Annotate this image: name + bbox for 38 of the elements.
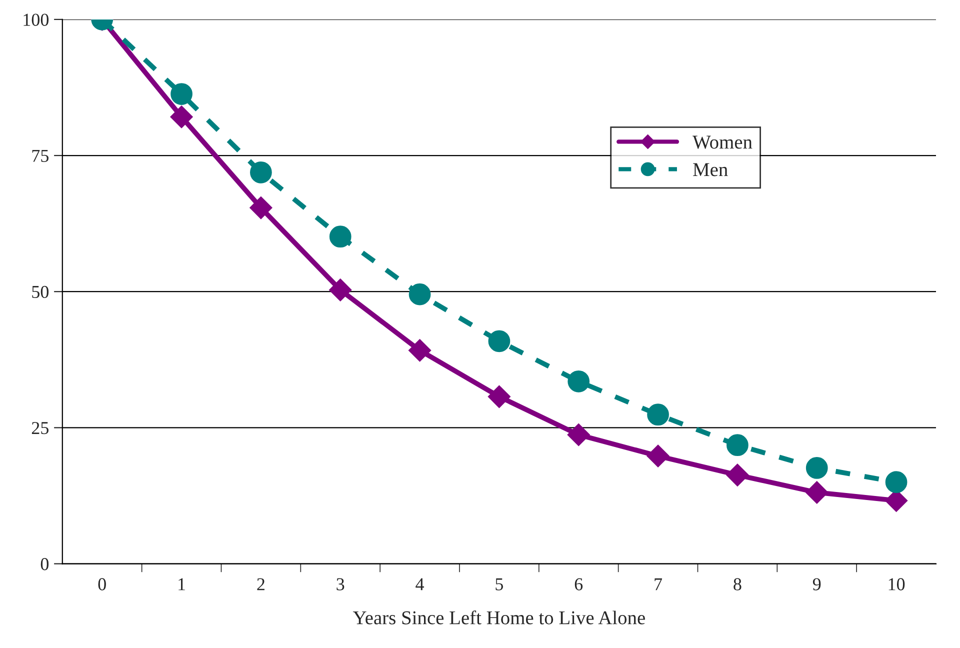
x-axis-title: Years Since Left Home to Live Alone <box>352 610 645 624</box>
x-tick-label: 3 <box>336 578 344 590</box>
point <box>647 404 669 426</box>
point <box>408 283 431 306</box>
x-tick-label: 1 <box>178 578 185 590</box>
y-tick-label: 25 <box>32 422 48 434</box>
point <box>806 481 828 504</box>
point <box>488 385 511 408</box>
y-tick-label: 0 <box>40 558 49 570</box>
point <box>170 106 193 128</box>
point <box>726 464 749 486</box>
x-tick-label: 9 <box>812 578 821 590</box>
point <box>726 434 748 456</box>
point <box>250 196 272 220</box>
x-tick-label: 4 <box>416 578 424 590</box>
legend-label: Men <box>693 163 728 176</box>
point <box>488 330 510 352</box>
y-tick-label: 50 <box>32 286 49 298</box>
point <box>408 339 432 362</box>
point <box>885 471 908 494</box>
point <box>568 370 590 392</box>
point <box>170 83 192 105</box>
y-tick-label: 75 <box>32 150 48 162</box>
x-tick-label: 0 <box>98 578 106 590</box>
x-tick-label: 2 <box>257 578 264 590</box>
point <box>567 423 590 446</box>
point <box>329 226 352 248</box>
point <box>329 278 352 302</box>
point <box>646 444 670 468</box>
x-tick-label: 7 <box>654 578 662 590</box>
y-tick-label: 100 <box>24 14 49 26</box>
x-tick-label: 5 <box>496 578 504 590</box>
point <box>250 161 272 184</box>
point <box>806 457 828 479</box>
x-tick-label: 6 <box>574 578 583 590</box>
x-tick-label: 8 <box>734 578 742 590</box>
x-tick-label: 10 <box>888 578 905 590</box>
legend-label: Women <box>692 136 752 149</box>
